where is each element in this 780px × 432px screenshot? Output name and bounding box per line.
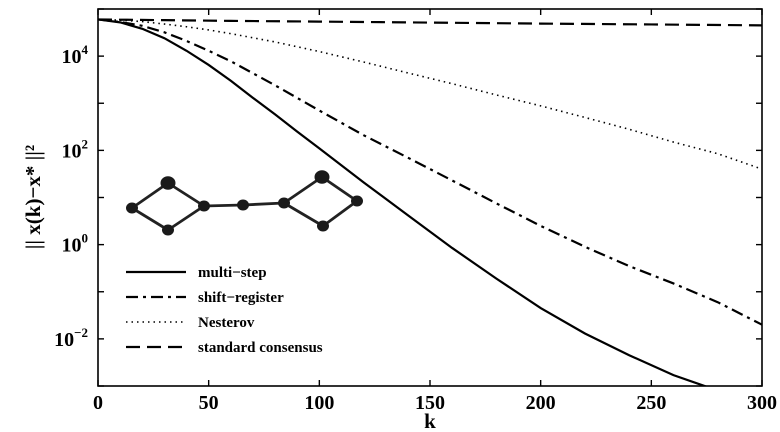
- inset-graph: [126, 170, 363, 236]
- series-layer: [98, 18, 762, 386]
- inset-node: [160, 176, 176, 190]
- inset-node: [278, 197, 290, 209]
- series-line-1: [98, 18, 762, 326]
- x-tick-label: 0: [93, 392, 103, 414]
- inset-node: [351, 195, 363, 207]
- inset-node: [317, 220, 329, 232]
- series-line-3: [98, 18, 762, 27]
- y-tick-label: 10−2: [54, 325, 88, 351]
- inset-edge: [283, 175, 323, 205]
- legend-label: multi−step: [198, 265, 267, 281]
- y-tick-label: 100: [62, 231, 89, 257]
- inset-node: [162, 224, 174, 236]
- x-tick-label: 100: [304, 392, 334, 414]
- x-tick-label: 200: [526, 392, 556, 414]
- inset-node: [198, 200, 210, 212]
- y-tick-label: 102: [62, 136, 89, 162]
- y-tick-label: 104: [62, 42, 89, 68]
- series-line-2: [98, 18, 762, 170]
- legend-label: shift−register: [198, 290, 284, 306]
- series-line-0: [98, 18, 708, 386]
- inset-node: [126, 202, 138, 214]
- x-tick-label: 300: [747, 392, 777, 414]
- inset-edge: [131, 181, 169, 210]
- x-tick-label: 250: [636, 392, 666, 414]
- x-tick-label: 150: [415, 392, 445, 414]
- inset-node: [237, 199, 249, 211]
- y-axis-label: || x(k)−x* ||²: [21, 145, 45, 249]
- x-tick-label: 50: [199, 392, 219, 414]
- x-axis-label: k: [424, 409, 436, 432]
- inset-edge: [167, 204, 205, 232]
- inset-node: [314, 170, 330, 184]
- legend-label: standard consensus: [198, 340, 323, 356]
- inset-edge: [283, 201, 324, 228]
- legend: multi−step shift−register Nesterov standard…: [126, 265, 323, 356]
- inset-edge: [322, 199, 358, 228]
- ticks-layer: 0 50 100 150 200 250 300 10−2 100 102 104: [54, 8, 777, 414]
- inset-edge: [131, 206, 169, 232]
- legend-label: Nesterov: [198, 315, 255, 331]
- inset-edge: [242, 201, 285, 207]
- inset-edge: [203, 203, 244, 208]
